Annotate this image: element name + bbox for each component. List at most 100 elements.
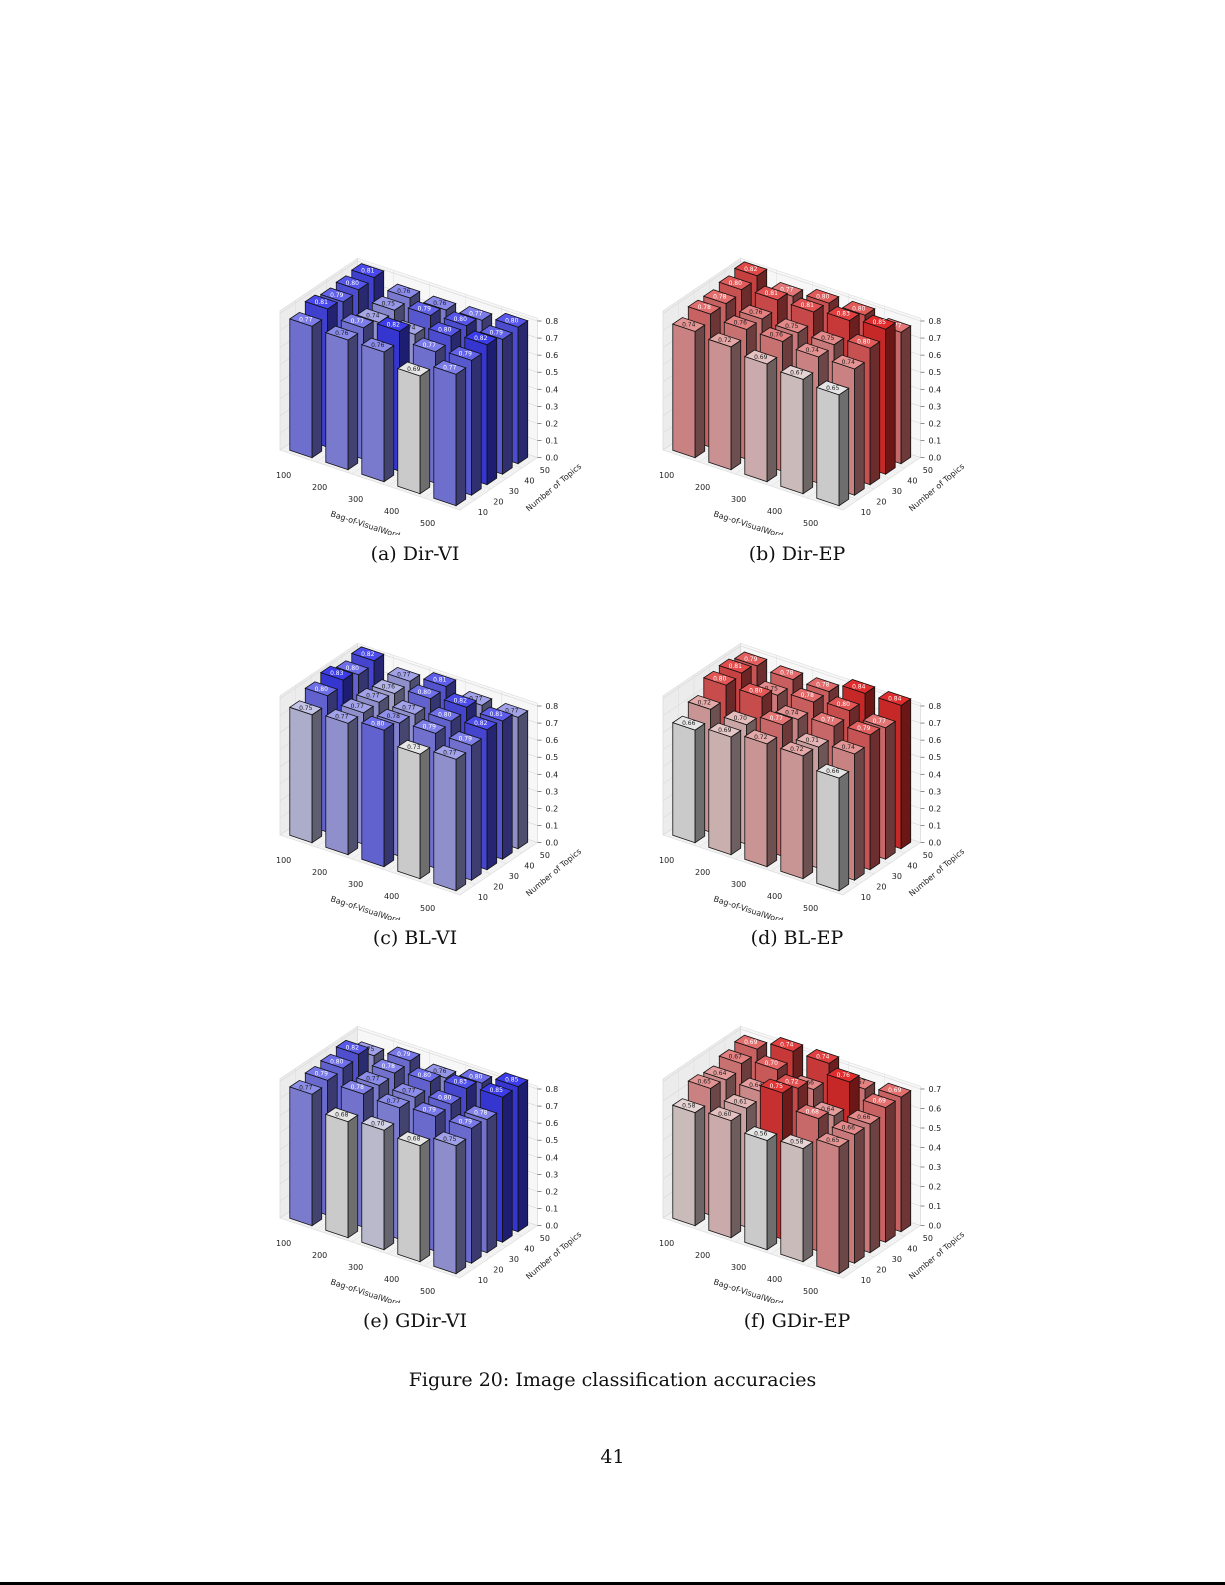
value-label: 0.70	[371, 1120, 385, 1127]
bar: 0.66	[671, 715, 706, 844]
y-axis-label: Number of Topics	[907, 462, 966, 513]
value-label: 0.84	[888, 695, 902, 702]
z-tick-label: 0.3	[929, 787, 942, 796]
y-tick-label: 20	[493, 882, 503, 891]
value-label: 0.80	[852, 305, 866, 312]
value-label: 0.76	[734, 320, 748, 327]
gridline	[662, 695, 844, 896]
x-tick-label: 200	[312, 1251, 327, 1260]
value-label: 0.79	[418, 305, 432, 312]
z-tick-label: 0.6	[546, 1119, 559, 1128]
z-tick-label: 0.0	[546, 1222, 559, 1231]
bar: 0.65	[815, 1132, 850, 1275]
bar: 0.56	[743, 1126, 778, 1251]
value-label: 0.77	[366, 692, 380, 699]
subcaption-d: (d) BL-EP	[750, 927, 844, 949]
y-tick-label: 30	[509, 872, 519, 881]
chart-panel-gdir-vi: 0.0 0.1 0.2 0.3 0.4 0.5 0.6 0.7 0.8 100 200 300 400 5…	[232, 973, 612, 1303]
chart-panel-bl-vi: 0.0 0.1 0.2 0.3 0.4 0.5 0.6 0.7 0.8 100 200 300 400 5…	[232, 590, 612, 920]
subcaption-b: (b) Dir-EP	[748, 543, 846, 565]
value-label: 0.73	[407, 744, 421, 751]
y-tick-label: 10	[861, 893, 871, 902]
x-axis-label: Bag-of-VisualWord size	[712, 509, 801, 535]
value-label: 0.79	[423, 1106, 437, 1113]
value-label: 0.81	[315, 299, 329, 306]
value-label: 0.77	[335, 713, 349, 720]
z-tick-label: 0.5	[546, 368, 559, 377]
x-tick-label: 300	[731, 495, 746, 504]
chart-gdir-ep: 0.0 0.1 0.2 0.3 0.4 0.5 0.6 0.7 100 200 300 400 500 1…	[659, 1025, 966, 1303]
value-label: 0.83	[330, 670, 344, 677]
bar: 0.76	[360, 337, 395, 483]
bar: 0.77	[288, 311, 323, 459]
value-label: 0.69	[744, 1039, 758, 1046]
value-label: 0.77	[469, 310, 483, 317]
x-tick-label: 500	[803, 904, 818, 913]
value-label: 0.58	[682, 1103, 696, 1110]
chart-panel-bl-ep: 0.0 0.1 0.2 0.3 0.4 0.5 0.6 0.7 0.8 100 200 300 400 5…	[615, 590, 995, 920]
value-label: 0.74	[842, 744, 856, 751]
value-label: 0.76	[397, 288, 411, 295]
value-label: 0.80	[749, 687, 763, 694]
value-label: 0.75	[770, 1083, 784, 1090]
gridline	[279, 1078, 461, 1279]
value-label: 0.82	[744, 266, 758, 273]
z-tick-label: 0.0	[929, 839, 942, 848]
z-tick-label: 0.0	[546, 454, 559, 463]
x-tick-label: 200	[695, 868, 710, 877]
chart-panel-dir-ep: 0.0 0.1 0.2 0.3 0.4 0.5 0.6 0.7 0.8 100 200 300 400 5…	[615, 205, 995, 535]
value-label: 0.81	[433, 677, 447, 684]
value-label: 0.68	[407, 1136, 421, 1143]
y-tick-label: 50	[540, 851, 550, 860]
value-label: 0.75	[765, 685, 779, 692]
y-tick-label: 50	[923, 1234, 933, 1243]
value-label: 0.84	[852, 683, 866, 690]
z-tick-label: 0.7	[546, 719, 559, 728]
value-label: 0.74	[816, 1053, 830, 1060]
bar: 0.77	[288, 1079, 323, 1227]
x-tick-label: 500	[420, 904, 435, 913]
y-axis-label: Number of Topics	[907, 1230, 966, 1281]
y-tick-label: 20	[876, 882, 886, 891]
value-label: 0.77	[299, 1084, 313, 1091]
chart-dir-ep: 0.0 0.1 0.2 0.3 0.4 0.5 0.6 0.7 0.8 100 200 300 400 5…	[659, 257, 966, 535]
value-label: 0.72	[698, 699, 712, 706]
subcaption-c: (c) BL-VI	[372, 927, 458, 949]
y-tick-label: 40	[907, 861, 917, 870]
x-tick-label: 200	[312, 483, 327, 492]
y-tick-label: 50	[923, 466, 933, 475]
y-tick-label: 30	[509, 1255, 519, 1264]
value-label: 0.79	[459, 1118, 473, 1125]
value-label: 0.67	[790, 369, 804, 376]
value-label: 0.61	[734, 1098, 748, 1105]
bar: 0.72	[743, 729, 778, 868]
y-tick-label: 20	[876, 497, 886, 506]
value-label: 0.82	[474, 335, 488, 342]
value-label: 0.81	[490, 711, 504, 718]
y-tick-label: 50	[923, 851, 933, 860]
value-label: 0.85	[873, 319, 887, 326]
bar: 0.66	[815, 763, 850, 892]
value-label: 0.80	[346, 665, 360, 672]
page-bottom-rule	[0, 1582, 1225, 1585]
z-tick-label: 0.6	[929, 351, 942, 360]
value-label: 0.68	[806, 1109, 820, 1116]
bar: 0.58	[671, 1098, 706, 1227]
value-label: 0.77	[402, 1087, 416, 1094]
y-axis-label: Number of Topics	[524, 462, 583, 513]
z-tick-label: 0.4	[546, 385, 559, 394]
z-tick-label: 0.8	[929, 317, 942, 326]
value-label: 0.83	[454, 1079, 468, 1086]
x-tick-label: 500	[803, 519, 818, 528]
z-tick-label: 0.4	[546, 770, 559, 779]
value-label: 0.79	[459, 735, 473, 742]
gridline	[662, 310, 844, 511]
value-label: 0.69	[888, 1087, 902, 1094]
z-tick-label: 0.1	[546, 1204, 559, 1213]
value-label: 0.74	[366, 312, 380, 319]
y-axis-label: Number of Topics	[907, 847, 966, 898]
value-label: 0.72	[790, 746, 804, 753]
value-label: 0.79	[423, 723, 437, 730]
value-label: 0.76	[837, 1072, 851, 1079]
